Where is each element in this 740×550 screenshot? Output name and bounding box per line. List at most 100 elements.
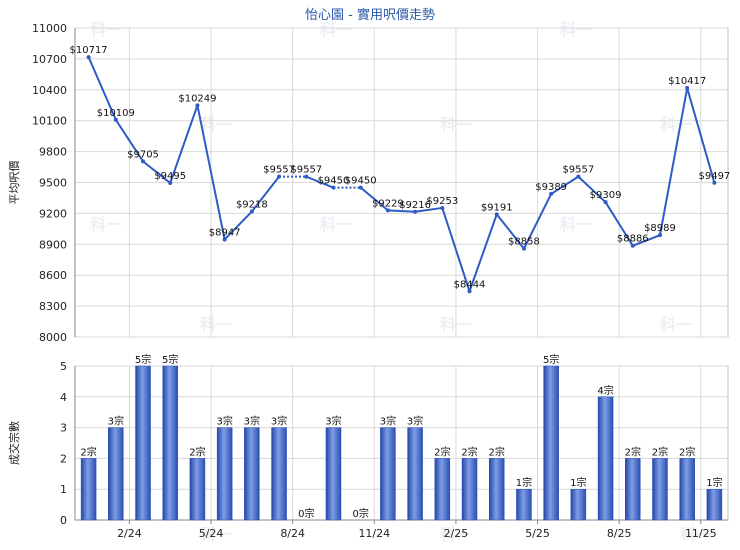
price-line-segment bbox=[550, 175, 579, 195]
price-data-label: $9497 bbox=[698, 171, 730, 182]
price-line-segment bbox=[305, 175, 334, 189]
price-line-segment bbox=[632, 234, 661, 247]
price-point bbox=[331, 185, 336, 190]
price-point bbox=[494, 212, 499, 217]
volume-bar bbox=[652, 458, 668, 521]
price-line-segment bbox=[360, 186, 389, 212]
chart-title: 怡心園 - 實用呎價走勢 bbox=[305, 8, 435, 23]
watermark-text: 科一 bbox=[320, 215, 352, 234]
price-data-label: $10249 bbox=[178, 93, 216, 104]
volume-y-tick-label: 3 bbox=[60, 422, 67, 435]
price-line-segment bbox=[658, 87, 689, 236]
price-line-segment bbox=[142, 160, 171, 184]
x-tick-label: 2/25 bbox=[444, 527, 469, 540]
volume-data-label: 1宗 bbox=[706, 476, 722, 489]
watermark-text: 科一 bbox=[660, 115, 692, 134]
price-point bbox=[385, 208, 390, 213]
price-line-segment bbox=[495, 213, 525, 250]
price-point bbox=[195, 103, 200, 108]
watermark-text: 科一 bbox=[560, 215, 592, 234]
price-y-tick-label: 11000 bbox=[32, 22, 67, 35]
volume-data-label: 3宗 bbox=[325, 415, 341, 428]
price-y-ticks: 8000 8300 8600 8900 9200 9500 9800 10100 10400 10… bbox=[32, 22, 67, 344]
price-y-tick-label: 9200 bbox=[39, 207, 67, 220]
volume-data-label: 5宗 bbox=[162, 353, 178, 366]
price-y-axis-label: 平均呎價 bbox=[7, 161, 21, 205]
volume-data-label: 3宗 bbox=[380, 415, 396, 428]
price-data-label: $8858 bbox=[508, 237, 540, 248]
volume-bar bbox=[216, 427, 233, 521]
price-line-segment bbox=[251, 176, 280, 213]
watermark-text: 科一 bbox=[660, 315, 692, 334]
volume-data-label: 2宗 bbox=[679, 445, 695, 458]
price-line-segment bbox=[87, 56, 117, 121]
price-line-segment bbox=[414, 206, 443, 213]
volume-bar bbox=[488, 458, 505, 521]
price-y-tick-label: 9800 bbox=[39, 146, 67, 159]
watermark-text: 科一 bbox=[200, 315, 232, 334]
volume-data-label: 3宗 bbox=[108, 415, 124, 428]
price-line-segment bbox=[604, 201, 634, 247]
volume-y-tick-label: 0 bbox=[60, 514, 67, 527]
price-point bbox=[113, 117, 118, 122]
price-data-label: $9705 bbox=[127, 149, 159, 160]
volume-bar bbox=[543, 365, 559, 521]
price-point bbox=[549, 191, 554, 196]
volume-y-tick-label: 4 bbox=[60, 391, 67, 404]
watermark-text: 科一 bbox=[320, 20, 352, 39]
volume-bar bbox=[244, 427, 260, 521]
volume-bar bbox=[407, 427, 423, 521]
x-tick-label: 8/25 bbox=[607, 527, 632, 540]
watermark-text: 科一 bbox=[200, 115, 232, 134]
price-point bbox=[603, 200, 608, 205]
volume-data-label: 5宗 bbox=[135, 353, 151, 366]
price-grid bbox=[74, 27, 729, 338]
price-point bbox=[413, 209, 418, 214]
volume-data-label: 0宗 bbox=[298, 507, 314, 520]
volume-bar bbox=[461, 458, 478, 521]
price-data-label: $9557 bbox=[562, 165, 594, 176]
price-y-tick-label: 10100 bbox=[32, 115, 67, 128]
price-data-label: $9218 bbox=[236, 200, 268, 211]
price-line-segment bbox=[223, 210, 253, 241]
price-line-segment bbox=[114, 119, 144, 162]
volume-data-label: 2宗 bbox=[434, 445, 450, 458]
price-data-label: $10417 bbox=[668, 76, 706, 87]
price-y-tick-label: 8600 bbox=[39, 269, 67, 282]
volume-bars bbox=[80, 365, 723, 521]
price-point bbox=[222, 237, 227, 242]
price-point bbox=[685, 86, 690, 91]
price-point bbox=[467, 289, 472, 294]
price-point bbox=[304, 174, 309, 179]
x-tick-label: 8/24 bbox=[280, 527, 305, 540]
x-tick-label: 5/25 bbox=[525, 527, 550, 540]
volume-bar bbox=[597, 396, 614, 521]
price-data-label: $10109 bbox=[97, 108, 135, 119]
price-data-label: $9229 bbox=[372, 198, 404, 209]
price-data-label: $8444 bbox=[454, 279, 486, 290]
price-data-labels: $10717 $10109 $9705 $9495 $10249 $8947 $9218 $9… bbox=[70, 45, 731, 290]
volume-y-tick-label: 1 bbox=[60, 483, 67, 496]
volume-grid bbox=[74, 365, 729, 521]
price-y-tick-label: 10400 bbox=[32, 84, 67, 97]
volume-bar bbox=[706, 488, 723, 521]
price-data-label: $8989 bbox=[644, 223, 676, 234]
price-point bbox=[712, 180, 717, 185]
volume-bar bbox=[271, 427, 287, 521]
volume-data-label: 2宗 bbox=[489, 445, 505, 458]
price-data-label: $8947 bbox=[209, 227, 241, 238]
volume-bar bbox=[189, 458, 206, 521]
price-data-label: $9216 bbox=[399, 200, 431, 211]
volume-data-label: 5宗 bbox=[543, 353, 559, 366]
price-point bbox=[86, 55, 91, 60]
volume-bar bbox=[325, 427, 342, 521]
volume-bar bbox=[380, 427, 396, 521]
volume-data-label: 2宗 bbox=[80, 445, 96, 458]
price-point bbox=[168, 181, 173, 186]
volume-bar bbox=[570, 488, 587, 521]
price-data-label: $9557 bbox=[290, 165, 322, 176]
volume-data-label: 3宗 bbox=[407, 415, 423, 428]
price-data-label: $9309 bbox=[590, 190, 622, 201]
volume-data-label: 3宗 bbox=[244, 415, 260, 428]
x-tick-label: 11/24 bbox=[358, 527, 390, 540]
